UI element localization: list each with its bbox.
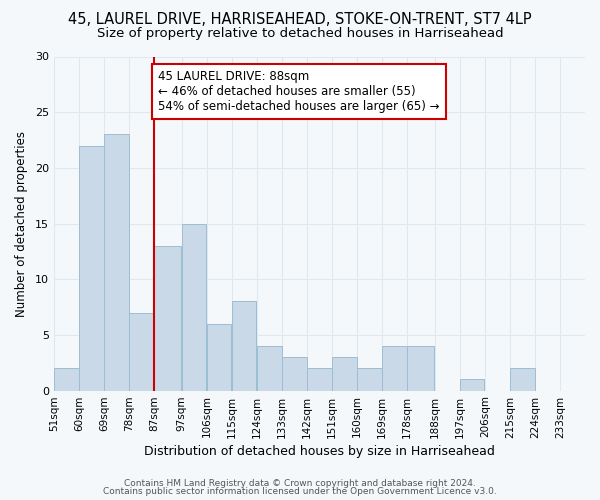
Bar [358,368,382,390]
Bar [307,368,332,390]
Bar [182,224,206,390]
Y-axis label: Number of detached properties: Number of detached properties [15,130,28,316]
Bar [257,346,281,391]
Bar [232,302,256,390]
Bar [79,146,104,390]
Bar [382,346,407,391]
Text: 45, LAUREL DRIVE, HARRISEAHEAD, STOKE-ON-TRENT, ST7 4LP: 45, LAUREL DRIVE, HARRISEAHEAD, STOKE-ON… [68,12,532,28]
Bar [130,312,154,390]
Text: 45 LAUREL DRIVE: 88sqm
← 46% of detached houses are smaller (55)
54% of semi-det: 45 LAUREL DRIVE: 88sqm ← 46% of detached… [158,70,440,113]
Bar [207,324,232,390]
Text: Contains public sector information licensed under the Open Government Licence v3: Contains public sector information licen… [103,487,497,496]
Bar [407,346,434,391]
Bar [104,134,128,390]
Text: Size of property relative to detached houses in Harriseahead: Size of property relative to detached ho… [97,28,503,40]
Bar [332,357,356,390]
Bar [55,368,79,390]
Bar [283,357,307,390]
X-axis label: Distribution of detached houses by size in Harriseahead: Distribution of detached houses by size … [144,444,495,458]
Bar [460,380,484,390]
Text: Contains HM Land Registry data © Crown copyright and database right 2024.: Contains HM Land Registry data © Crown c… [124,478,476,488]
Bar [511,368,535,390]
Bar [154,246,181,390]
